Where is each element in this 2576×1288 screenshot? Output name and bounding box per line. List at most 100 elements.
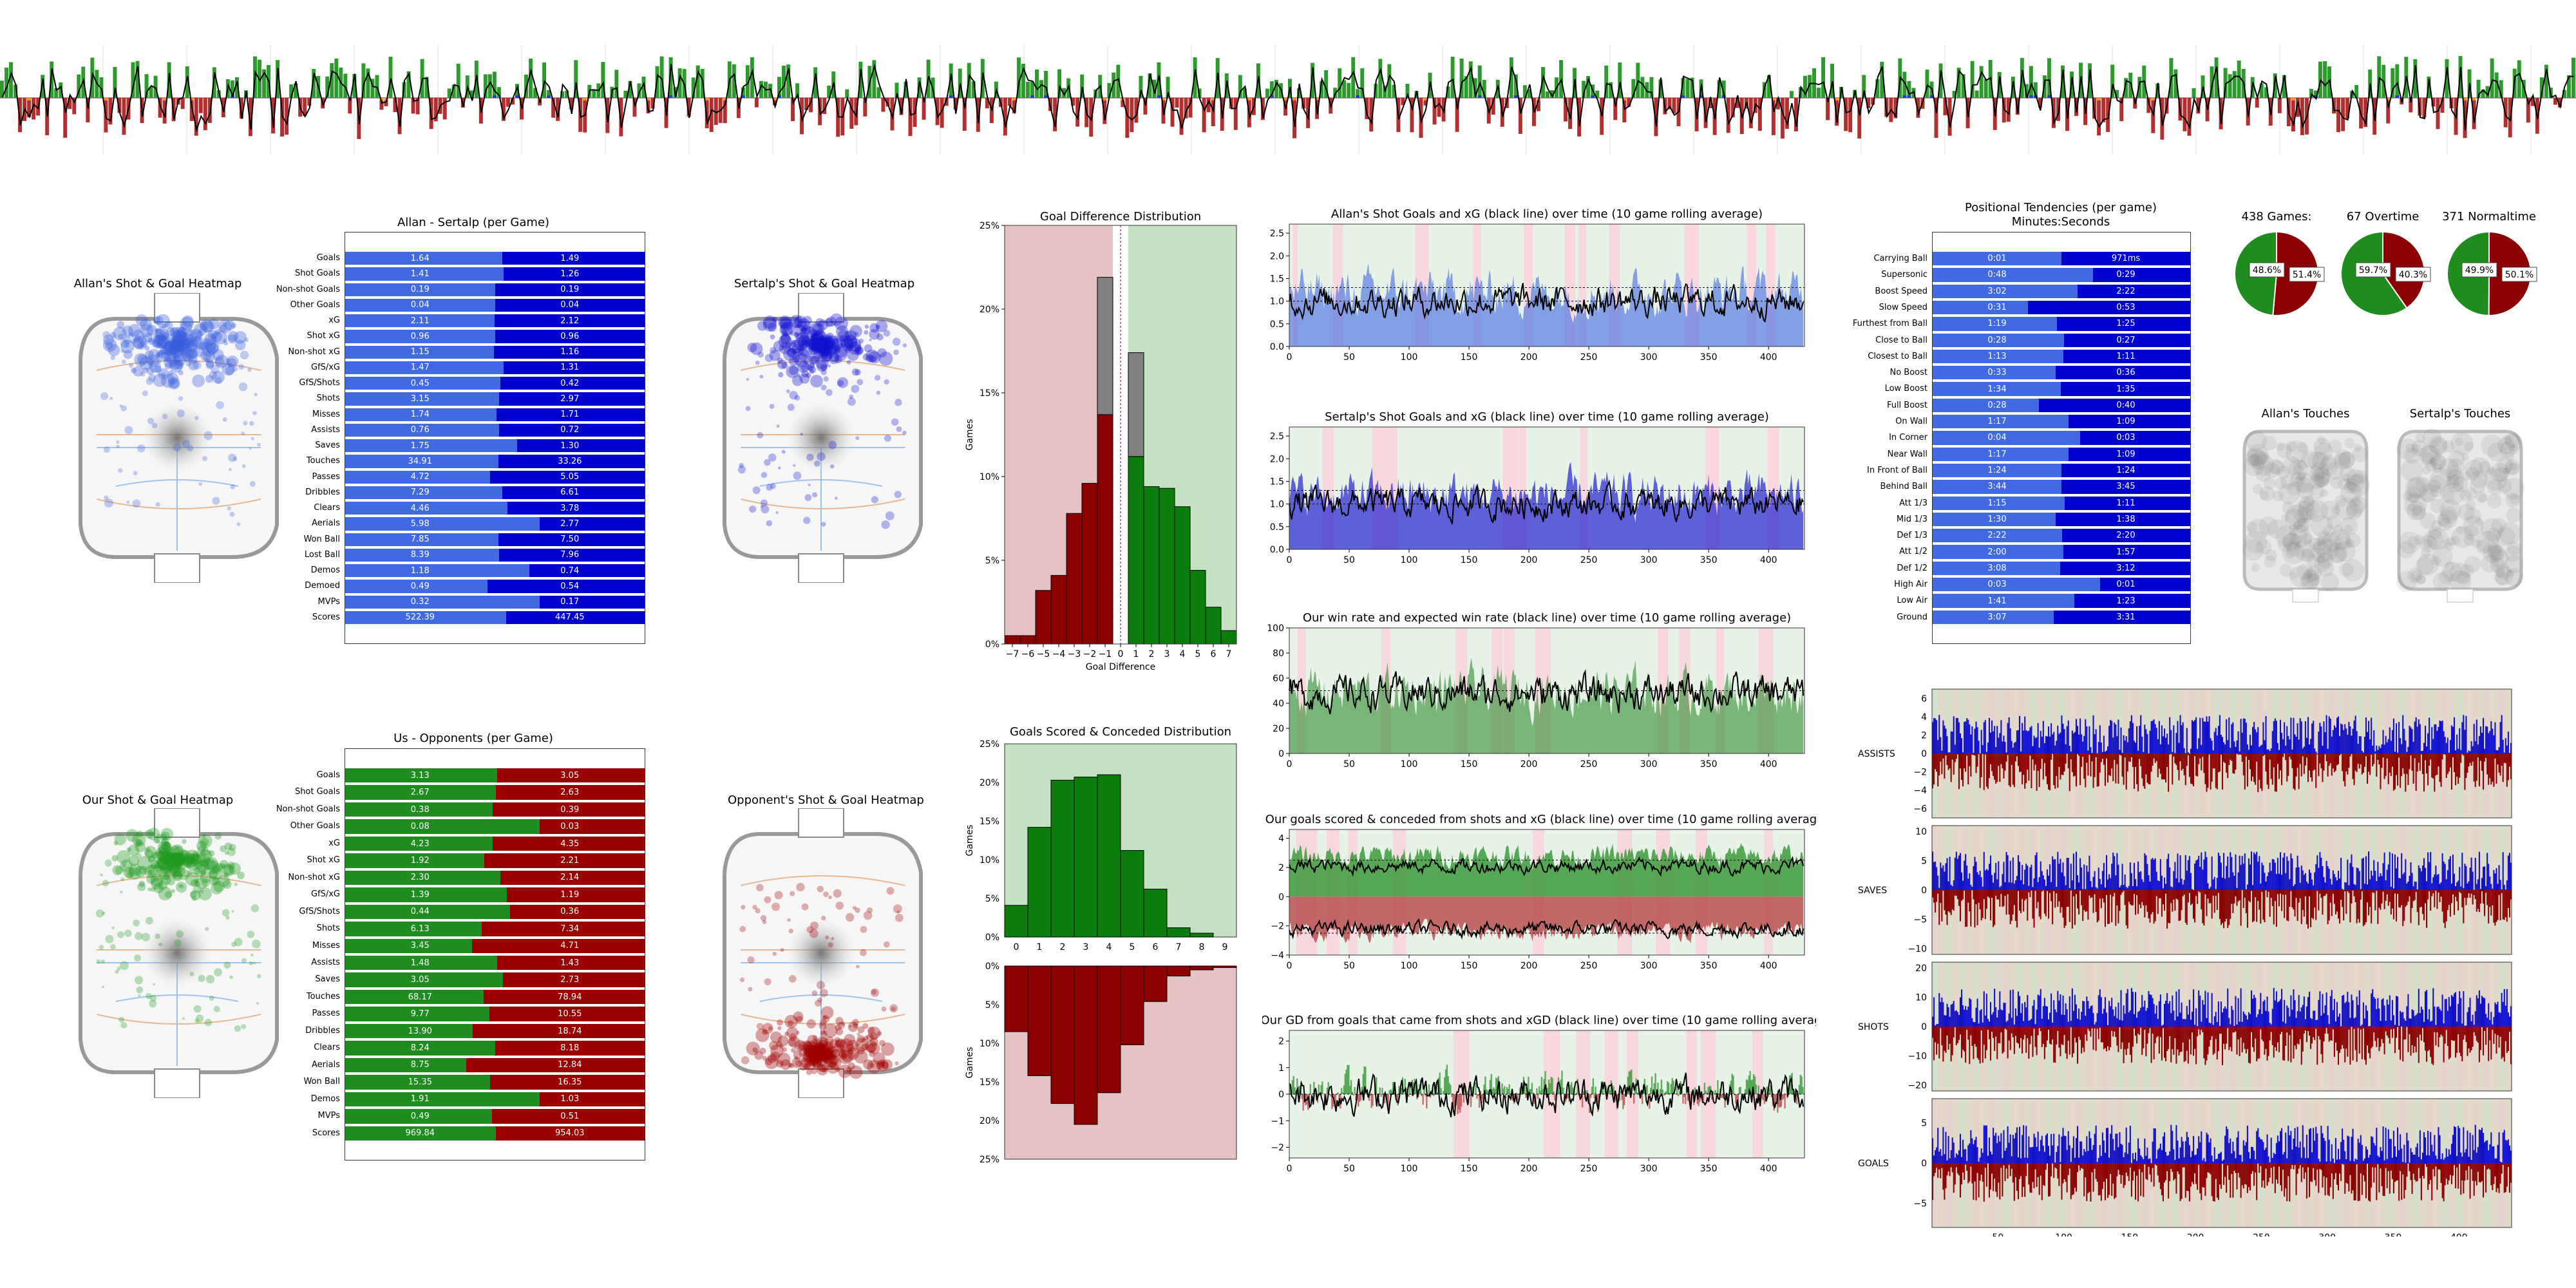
strip-bar: [2282, 75, 2286, 98]
panel-bar-down: [2060, 890, 2061, 913]
shot-dot: [769, 350, 781, 361]
panel-bar-down: [2003, 753, 2005, 779]
shot-dot: [774, 891, 783, 900]
panel-bar-down: [1933, 890, 1935, 903]
strip-bar: [2006, 98, 2011, 122]
shot-dot: [822, 336, 836, 349]
conceded-bar: [1097, 965, 1121, 1094]
row-label: Shot Goals: [294, 269, 340, 279]
panel-bar-down: [2150, 753, 2152, 772]
table-row: Demos 1.18 0.74: [311, 564, 645, 578]
row-label: Att 1/2: [1899, 547, 1927, 557]
shot-dot: [762, 1056, 768, 1061]
shot-dot: [155, 933, 161, 940]
panel-bar-up: [2025, 864, 2027, 890]
gd-bar: [1205, 607, 1222, 645]
strip-marker: [1902, 95, 1907, 98]
strip-bar: [2255, 98, 2259, 108]
strip-bar: [1513, 74, 1518, 98]
shot-dot: [154, 861, 162, 869]
panel-bar-up: [1946, 736, 1948, 753]
shot-dot: [174, 330, 187, 343]
shot-dot: [815, 1044, 829, 1058]
panel-bar-up: [2262, 865, 2264, 890]
panel-bar-down: [2309, 890, 2311, 896]
panel-bar-down: [2357, 753, 2359, 764]
shot-dot: [205, 361, 214, 370]
shot-dot: [160, 848, 166, 855]
panel-bar-down: [2484, 753, 2486, 762]
positional-table: Carrying Ball 0:01 971ms Supersonic 0:48 0:29…: [1853, 232, 2191, 644]
strip-bar: [1943, 98, 1947, 115]
panel-bar-up: [1995, 863, 1997, 890]
panel-bar-down: [2230, 890, 2231, 920]
panel-bar-up: [2090, 881, 2092, 890]
shot-dot: [176, 867, 183, 873]
shot-dot: [820, 1029, 826, 1035]
shot-dot: [123, 350, 133, 359]
panel-bar-up: [2280, 852, 2282, 890]
bar-left: [1933, 480, 2061, 494]
shot-dot: [802, 316, 812, 326]
touch-blob: [2459, 489, 2472, 502]
touch-blob: [2319, 457, 2338, 477]
touch-blob: [2297, 518, 2311, 532]
panel-bar-down: [2236, 890, 2238, 906]
panel-bar-up: [2202, 869, 2204, 890]
strip-bar: [1007, 98, 1012, 106]
value-left: 0:04: [1987, 433, 2007, 443]
strip-marker: [705, 98, 709, 100]
ts-bar: [1321, 1081, 1323, 1094]
strip-bar: [2124, 78, 2128, 98]
panel-bar-down: [2060, 753, 2061, 780]
shot-dot: [816, 336, 829, 349]
x-tick: 400: [1760, 961, 1777, 971]
shot-dot: [174, 866, 185, 877]
pie-label: 49.9%: [2465, 265, 2494, 276]
panel-bar-down: [2216, 890, 2218, 911]
panel-bar-down: [2348, 753, 2350, 768]
y-tick: 0.5: [1270, 522, 1284, 533]
shot-dot: [817, 341, 824, 348]
panel-bar-up: [1978, 741, 1980, 753]
shot-dot: [834, 316, 848, 331]
panel-bar-down: [2056, 890, 2058, 894]
panel-bar-up: [2293, 886, 2295, 890]
conceded-bar: [1213, 965, 1237, 968]
panel-bar-down: [2246, 890, 2248, 928]
panel-bar-up: [2181, 725, 2183, 753]
panel-bar-down: [2427, 753, 2429, 786]
shot-dot: [183, 338, 193, 348]
panel-bar-up: [1962, 752, 1964, 753]
shot-dot: [822, 1059, 828, 1065]
panel-bar-down: [2077, 753, 2079, 754]
shot-dot: [788, 355, 799, 366]
shot-dot: [805, 1040, 813, 1047]
panel-bar-up: [2237, 872, 2239, 890]
shot-dot: [835, 1038, 846, 1048]
ts-bar: [1692, 1094, 1694, 1095]
shot-dot: [169, 852, 181, 865]
shot-dot: [167, 341, 174, 348]
strip-marker: [741, 95, 745, 98]
shot-dot: [156, 858, 166, 869]
panel-bar-up: [2327, 748, 2329, 753]
bar-right: [2065, 496, 2190, 510]
shot-dot: [169, 342, 184, 357]
strip-bar: [50, 61, 54, 98]
shot-dot: [187, 349, 198, 359]
shot-dot: [819, 1019, 827, 1027]
value-left: 0.45: [410, 378, 430, 388]
panel-bar-down: [2177, 890, 2179, 900]
shot-dot: [227, 334, 238, 344]
shot-dot: [182, 315, 194, 327]
shot-dot: [231, 942, 237, 947]
value-left: 2.11: [410, 316, 430, 326]
strip-marker: [547, 95, 551, 98]
shot-dot: [193, 361, 202, 370]
strip-bar: [2038, 98, 2042, 108]
panel-bar-up: [2213, 732, 2215, 753]
panel-bar-down: [2166, 890, 2168, 929]
panel-bar-up: [2201, 852, 2202, 890]
panel-bar-down: [2173, 890, 2175, 900]
